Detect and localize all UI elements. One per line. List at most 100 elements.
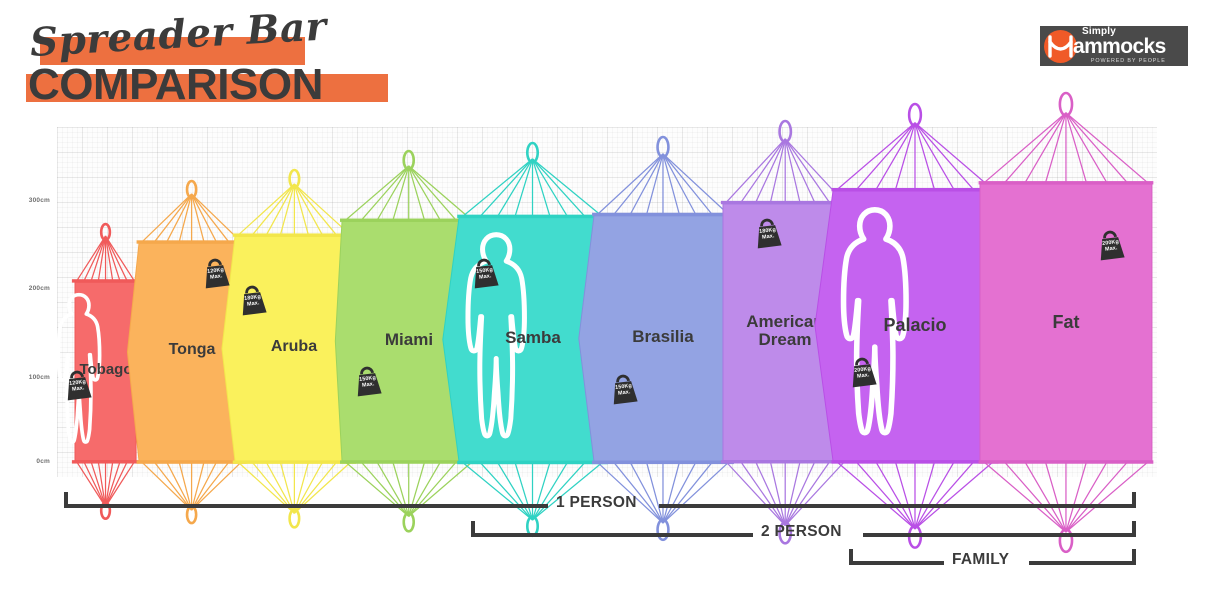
bracket-label-2-person: 2 PERSON: [761, 523, 842, 540]
bracket-family: FAMILY: [849, 549, 1136, 575]
bracket-cap-left: [64, 492, 68, 508]
spreader-bar-bottom: [457, 460, 609, 464]
spreader-bar-top: [136, 240, 248, 244]
hanging-ring-top-icon: [656, 135, 670, 159]
weight-suffix: Max.: [361, 381, 375, 390]
person-silhouette-icon: [840, 207, 909, 436]
hanging-ring-top-icon: [186, 179, 198, 200]
axis-tick-200: 200cm: [28, 285, 50, 292]
hanging-ring-top-icon: [1058, 91, 1074, 118]
suspension-ropes-top: [982, 112, 1150, 185]
weight-suffix: Max.: [71, 385, 85, 394]
weight-limit-tag: 150Kg Max.: [465, 256, 505, 290]
suspension-ropes-top: [724, 138, 846, 205]
bracket-bar-right: [863, 533, 1136, 537]
weight-suffix: Max.: [617, 389, 631, 398]
brand-logo[interactable]: Simply ammocks POWERED BY PEOPLE: [1040, 26, 1188, 66]
hanging-ring-bottom-icon: [778, 521, 792, 546]
weight-limit-tag: 150Kg Max.: [348, 364, 388, 398]
weight-suffix: Max.: [246, 300, 260, 309]
weight-icon: [67, 370, 92, 401]
weight-limit-tag: 200Kg Max.: [1091, 228, 1131, 262]
weight-limit-tag: 120Kg Max.: [196, 256, 236, 290]
suspension-ropes-bottom: [724, 460, 846, 527]
bracket-bar-right: [1029, 561, 1136, 565]
suspension-ropes-top: [235, 183, 353, 237]
weight-icon: [852, 357, 877, 388]
suspension-ropes-top: [140, 193, 244, 244]
hanging-ring-top-icon: [778, 120, 792, 144]
hanging-ring-bottom-icon: [1058, 528, 1074, 554]
weight-suffix: Max.: [761, 233, 775, 242]
bracket-cap-right: [1132, 521, 1136, 537]
page-title: Spreader Bar COMPARISON: [18, 3, 438, 109]
spreader-bar-top: [340, 218, 478, 223]
hanging-ring-top-icon: [526, 141, 540, 164]
spreader-bar-top: [978, 181, 1154, 185]
axis-tick-0: 0cm: [36, 458, 50, 465]
suspension-ropes-bottom: [140, 460, 244, 511]
bracket-label-family: FAMILY: [952, 551, 1010, 568]
weight-icon: [357, 366, 382, 397]
suspension-ropes-bottom: [835, 460, 995, 530]
suspension-ropes-top: [835, 122, 995, 192]
bracket-2-person: 2 PERSON: [471, 521, 1136, 547]
suspension-ropes-top: [461, 158, 605, 218]
suspension-ropes-bottom: [982, 460, 1150, 533]
hanging-ring-bottom-icon: [287, 508, 301, 529]
spreader-bar-top: [72, 279, 140, 284]
weight-icon: [474, 258, 499, 289]
suspension-ropes-top: [75, 236, 137, 283]
spreader-bar-top: [232, 233, 356, 237]
suspension-ropes-top: [343, 165, 475, 223]
weight-suffix: Max.: [856, 372, 870, 381]
spreader-bar-top: [720, 201, 850, 205]
hanging-ring-bottom-icon: [656, 518, 670, 542]
logo-tagline-text: POWERED BY PEOPLE: [1090, 58, 1166, 64]
spreader-bar-bottom: [340, 460, 478, 464]
spreader-bar-top: [457, 214, 609, 218]
spreader-bar-bottom: [72, 460, 140, 464]
title-highlight-bar-top: [40, 37, 305, 65]
spreader-bar-bottom: [831, 460, 999, 464]
weight-icon: [757, 218, 782, 249]
bracket-cap-left: [849, 549, 853, 565]
bracket-bar-left: [471, 533, 753, 537]
hammock-logo-icon: [1044, 29, 1077, 63]
bracket-cap-right: [1132, 492, 1136, 508]
hammock-fat[interactable]: Fat: [954, 91, 1178, 554]
spreader-bar-top: [592, 212, 734, 217]
suspension-ropes-bottom: [461, 460, 605, 521]
weight-suffix: Max.: [209, 273, 223, 282]
weight-suffix: Max.: [478, 273, 492, 282]
bracket-cap-left: [471, 521, 475, 537]
axis-tick-100: 100cm: [28, 374, 50, 381]
spreader-bar-bottom: [720, 460, 850, 464]
hanging-ring-top-icon: [907, 103, 923, 128]
bracket-bar-left: [64, 504, 548, 508]
weight-limit-tag: 200Kg Max.: [843, 355, 883, 389]
hammock-palacio[interactable]: Palacio: [807, 103, 1023, 550]
suspension-ropes-bottom: [75, 460, 137, 508]
weight-icon: [1100, 230, 1125, 261]
spreader-bar-bottom: [978, 460, 1154, 464]
weight-limit-tag: 180Kg Max.: [748, 216, 788, 250]
logo-brand-text: ammocks: [1073, 35, 1166, 58]
bracket-bar-left: [849, 561, 944, 565]
spreader-bar-bottom: [136, 460, 248, 464]
weight-limit-tag: 150Kg Max.: [604, 372, 644, 406]
hammock-bed: [979, 183, 1153, 462]
suspension-ropes-bottom: [595, 460, 731, 524]
spreader-bar-top: [831, 188, 999, 192]
weight-icon: [613, 374, 638, 405]
hanging-ring-top-icon: [100, 223, 112, 242]
weight-icon: [242, 285, 267, 316]
spreader-bar-bottom: [592, 460, 734, 464]
weight-suffix: Max.: [1104, 245, 1118, 254]
weight-limit-tag: 180Kg Max.: [233, 283, 273, 317]
hammock-american-dream[interactable]: American Dream: [697, 120, 873, 546]
logo-text-block: Simply ammocks POWERED BY PEOPLE: [1073, 27, 1166, 65]
spreader-bar-bottom: [232, 460, 356, 464]
axis-tick-300: 300cm: [28, 197, 50, 204]
